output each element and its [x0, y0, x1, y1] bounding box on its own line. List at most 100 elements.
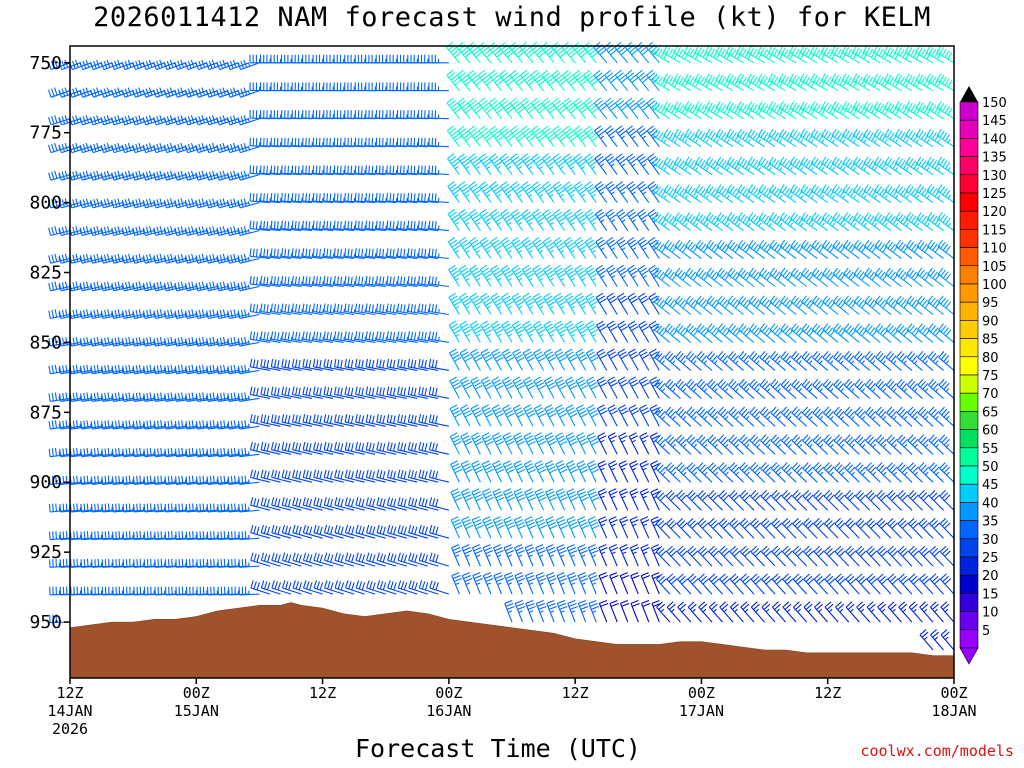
wind-barb	[543, 348, 557, 371]
wind-barb	[543, 320, 556, 343]
wind-barb	[886, 490, 902, 511]
wind-barb	[615, 181, 629, 203]
wind-barb	[782, 545, 797, 567]
wind-barb	[386, 165, 407, 176]
wind-barb	[929, 601, 944, 623]
wind-barb	[511, 264, 524, 287]
wind-barb	[929, 517, 944, 539]
wind-barb	[629, 488, 639, 511]
wind-barb	[556, 544, 567, 567]
wind-barb	[365, 192, 386, 204]
wind-barb	[323, 331, 344, 343]
wind-barb	[449, 376, 462, 399]
wind-barb	[376, 552, 397, 567]
wind-barb	[323, 552, 344, 567]
wind-barb	[625, 97, 639, 120]
x-axis-label: Forecast Time (UTC)	[355, 734, 641, 763]
wind-barb	[397, 358, 418, 371]
wind-barb	[666, 601, 681, 623]
wind-barb	[428, 220, 449, 232]
x-tick-label: 2026	[52, 720, 88, 738]
wind-barb	[323, 441, 344, 455]
wind-barb	[461, 544, 473, 567]
wind-barb	[928, 490, 944, 511]
wind-barb	[707, 434, 723, 455]
wind-barb	[609, 599, 619, 623]
wind-barb	[491, 404, 504, 427]
wind-barb	[523, 404, 536, 427]
wind-barb	[460, 404, 473, 427]
wind-barb	[292, 441, 313, 455]
wind-barb	[567, 599, 578, 623]
wind-barb	[866, 601, 881, 623]
wind-barb	[271, 469, 292, 483]
wind-barb	[281, 441, 302, 455]
wind-barb	[617, 376, 629, 399]
wind-barb	[450, 516, 463, 539]
wind-barb	[237, 115, 260, 126]
wind-barb	[502, 460, 515, 483]
wind-barb	[531, 181, 545, 203]
colorbar-label: 105	[982, 260, 1007, 275]
wind-barb	[596, 404, 608, 427]
wind-barb	[586, 404, 599, 427]
wind-barb	[791, 434, 808, 455]
wind-barb	[344, 441, 365, 455]
wind-barb	[585, 348, 599, 371]
colorbar-swatch	[959, 138, 979, 157]
wind-barb	[907, 490, 923, 511]
wind-barb	[564, 348, 578, 371]
wind-barb	[792, 545, 808, 567]
wind-barb	[237, 281, 260, 292]
wind-barb	[588, 572, 599, 595]
wind-barb	[428, 331, 449, 343]
x-tick-label: 00Z	[435, 684, 462, 702]
wind-barb	[606, 264, 618, 287]
wind-barb	[638, 348, 650, 371]
wind-barb	[728, 434, 744, 455]
wind-barb	[616, 264, 629, 287]
wind-barb	[428, 248, 449, 260]
wind-barb	[281, 192, 302, 204]
wind-barb	[469, 264, 482, 287]
credit-link[interactable]: coolwx.com/models	[860, 742, 1014, 760]
wind-barb	[313, 552, 334, 567]
wind-barb	[545, 488, 558, 511]
wind-barb	[792, 517, 808, 539]
colorbar-label: 110	[982, 242, 1007, 257]
wind-barb	[576, 488, 589, 511]
wind-barb	[629, 460, 639, 483]
wind-barb	[586, 376, 599, 399]
wind-barb	[313, 469, 334, 483]
wind-barb	[375, 192, 397, 204]
wind-barb	[887, 545, 902, 567]
wind-barb	[396, 275, 418, 288]
wind-barb	[648, 292, 660, 315]
wind-barb	[365, 248, 386, 260]
wind-barb	[461, 516, 474, 539]
wind-barb	[260, 441, 281, 455]
wind-barb	[595, 292, 608, 315]
wind-barb	[803, 601, 818, 623]
wind-barb	[503, 488, 516, 511]
wind-barb	[312, 220, 334, 232]
wind-barb	[823, 434, 839, 455]
wind-barb	[648, 264, 660, 287]
wind-barb	[697, 490, 713, 511]
wind-barb	[481, 404, 494, 427]
wind-barb	[375, 165, 397, 176]
wind-barb	[458, 209, 471, 231]
wind-barb	[281, 497, 302, 511]
wind-barb	[908, 601, 923, 623]
wind-barb	[639, 460, 650, 483]
wind-barb	[407, 497, 428, 511]
wind-barb	[876, 490, 892, 511]
wind-barb	[428, 110, 449, 120]
wind-barb	[531, 153, 545, 175]
wind-barb	[629, 516, 639, 539]
wind-barb	[260, 248, 281, 260]
wind-barb	[514, 544, 525, 567]
wind-barb	[344, 386, 365, 399]
wind-barb	[302, 137, 323, 148]
wind-barb	[344, 165, 365, 176]
